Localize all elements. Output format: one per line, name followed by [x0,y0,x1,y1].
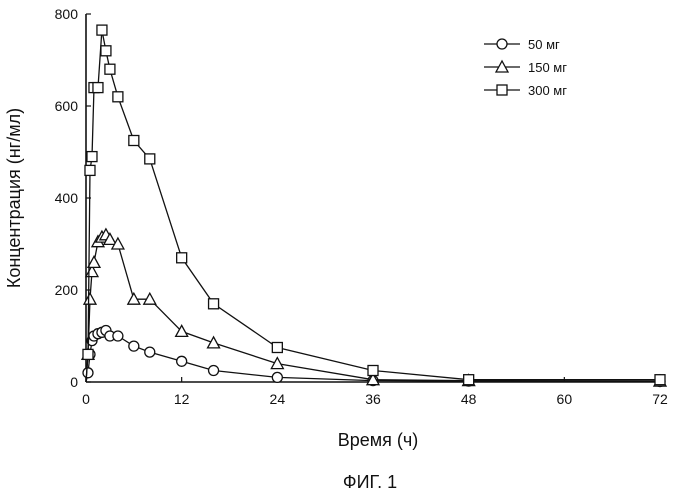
x-tick-label: 12 [174,391,190,407]
data-point [83,368,93,378]
legend-item: 300 мг [484,83,567,98]
y-tick-label: 200 [55,282,79,298]
data-point [177,253,187,263]
y-tick-label: 600 [55,98,79,114]
data-point [113,331,123,341]
data-point [655,375,665,385]
axes [86,14,660,382]
data-point [368,366,378,376]
ticks: 0 12 24 36 48 60 72 0 200 400 600 800 [55,6,668,407]
data-point [85,165,95,175]
data-point [272,343,282,353]
series-line [86,235,660,382]
legend-marker [497,85,507,95]
series-line [86,30,660,382]
data-point [129,341,139,351]
x-tick-label: 0 [82,391,90,407]
data-point [87,152,97,162]
x-axis-title: Время (ч) [338,430,419,450]
data-point [209,299,219,309]
x-tick-label: 48 [461,391,477,407]
data-point [177,356,187,366]
data-point [208,337,220,348]
y-tick-label: 400 [55,190,79,206]
legend-item: 50 мг [484,37,560,52]
series-triangle [82,229,666,386]
data-point [97,25,107,35]
legend-label: 50 мг [528,37,560,52]
legend-marker [497,39,507,49]
data-point [93,83,103,93]
series-layer [82,25,666,386]
x-tick-label: 36 [365,391,381,407]
data-point [105,64,115,74]
figure-caption: ФИГ. 1 [343,472,397,492]
y-tick-label: 800 [55,6,79,22]
data-point [209,366,219,376]
x-tick-label: 72 [652,391,668,407]
legend-label: 150 мг [528,60,567,75]
x-tick-label: 60 [557,391,573,407]
y-tick-label: 0 [70,374,78,390]
data-point [113,92,123,102]
legend: 50 мг 150 мг 300 мг [484,37,567,98]
data-point [272,372,282,382]
legend-label: 300 мг [528,83,567,98]
series-square [83,25,665,385]
data-point [129,136,139,146]
x-tick-label: 24 [270,391,286,407]
legend-item: 150 мг [484,60,567,75]
data-point [83,349,93,359]
data-point [145,347,155,357]
data-point [88,256,100,267]
data-point [271,358,283,369]
data-point [101,46,111,56]
data-point [464,375,474,385]
data-point [145,154,155,164]
y-axis-title: Концентрация (нг/мл) [4,108,24,288]
